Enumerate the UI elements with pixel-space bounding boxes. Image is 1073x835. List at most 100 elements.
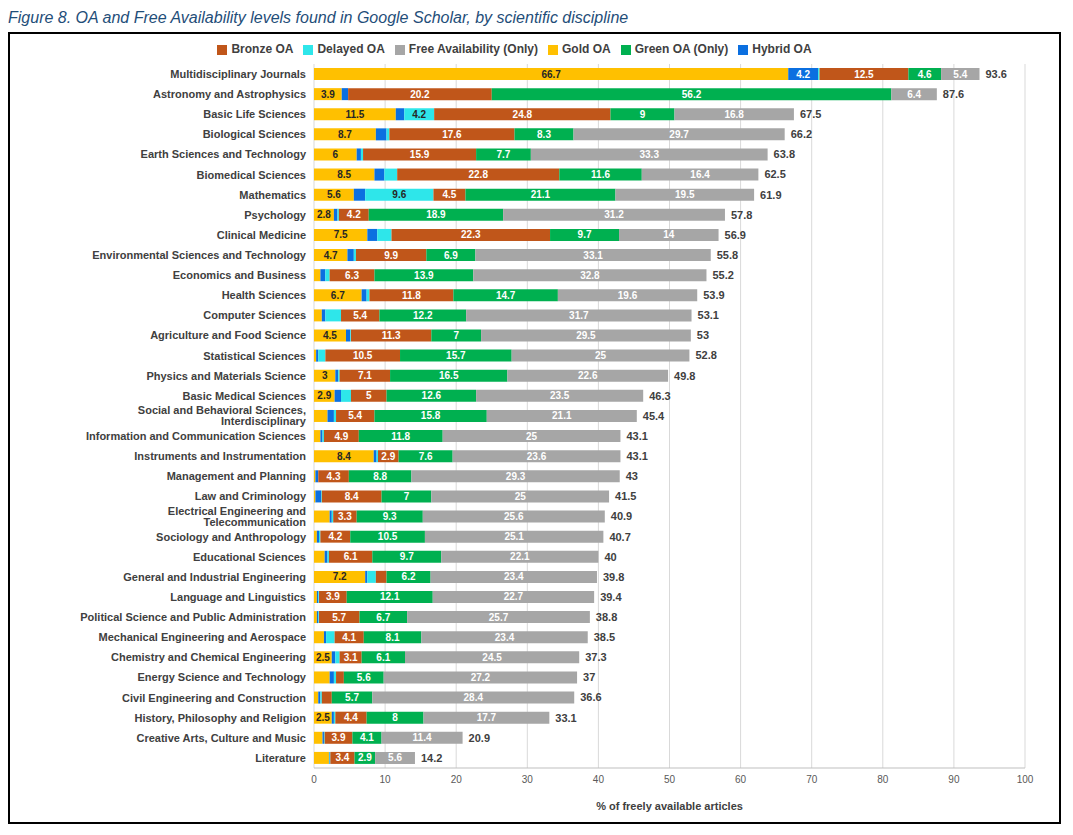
svg-text:100: 100: [1017, 774, 1034, 785]
svg-text:Information and Communication: Information and Communication Sciences: [86, 430, 306, 442]
svg-text:Computer Sciences: Computer Sciences: [203, 309, 306, 321]
svg-text:43.1: 43.1: [626, 450, 647, 462]
svg-text:4.5: 4.5: [323, 330, 337, 341]
svg-text:% of freely available articles: % of freely available articles: [596, 800, 743, 812]
svg-text:52.8: 52.8: [695, 349, 716, 361]
svg-text:Social and Behavioral Sciences: Social and Behavioral Sciences,Interdisc…: [138, 404, 307, 427]
svg-text:General and Industrial Enginee: General and Industrial Engineering: [123, 571, 306, 583]
svg-text:4.2: 4.2: [796, 69, 810, 80]
svg-text:5.4: 5.4: [953, 69, 967, 80]
svg-text:37.3: 37.3: [585, 651, 606, 663]
svg-text:8.5: 8.5: [337, 169, 351, 180]
svg-text:23.5: 23.5: [550, 390, 570, 401]
svg-text:4.6: 4.6: [918, 69, 932, 80]
svg-text:6.4: 6.4: [907, 89, 921, 100]
svg-text:7.1: 7.1: [358, 370, 372, 381]
svg-text:53: 53: [697, 329, 709, 341]
svg-text:49.8: 49.8: [674, 370, 695, 382]
svg-text:40: 40: [593, 774, 605, 785]
svg-text:40.9: 40.9: [611, 510, 632, 522]
svg-text:Literature: Literature: [255, 752, 306, 764]
svg-text:11.4: 11.4: [413, 732, 432, 743]
svg-text:9.6: 9.6: [392, 189, 406, 200]
svg-text:5.7: 5.7: [345, 692, 359, 703]
svg-text:21.1: 21.1: [552, 410, 572, 421]
svg-text:6.3: 6.3: [345, 270, 359, 281]
svg-text:16.8: 16.8: [724, 109, 744, 120]
svg-text:3: 3: [322, 370, 328, 381]
svg-text:25: 25: [595, 350, 607, 361]
svg-text:56.2: 56.2: [682, 89, 702, 100]
svg-text:Clinical Medicine: Clinical Medicine: [217, 229, 306, 241]
svg-text:9.7: 9.7: [578, 229, 592, 240]
svg-text:4.7: 4.7: [324, 250, 338, 261]
svg-text:17.6: 17.6: [442, 129, 462, 140]
svg-text:39.4: 39.4: [600, 591, 622, 603]
svg-text:8.3: 8.3: [537, 129, 551, 140]
svg-text:5.4: 5.4: [353, 310, 367, 321]
svg-text:55.8: 55.8: [717, 249, 738, 261]
svg-text:Chemistry and Chemical Enginee: Chemistry and Chemical Engineering: [111, 651, 306, 663]
svg-text:6.9: 6.9: [444, 250, 458, 261]
svg-text:8.4: 8.4: [337, 451, 351, 462]
svg-text:9: 9: [640, 109, 646, 120]
svg-text:4.2: 4.2: [347, 209, 361, 220]
svg-text:9.9: 9.9: [384, 250, 398, 261]
svg-text:63.8: 63.8: [774, 148, 795, 160]
svg-text:5.4: 5.4: [348, 410, 362, 421]
svg-text:70: 70: [806, 774, 818, 785]
svg-text:25.6: 25.6: [504, 511, 524, 522]
svg-text:10: 10: [380, 774, 392, 785]
svg-text:2.5: 2.5: [316, 712, 330, 723]
svg-text:14.7: 14.7: [496, 290, 516, 301]
svg-text:36.6: 36.6: [580, 691, 601, 703]
svg-text:0: 0: [311, 774, 317, 785]
svg-text:45.4: 45.4: [643, 410, 665, 422]
svg-text:4.9: 4.9: [334, 431, 348, 442]
svg-text:Basic Life Sciences: Basic Life Sciences: [203, 108, 306, 120]
svg-text:Psychology: Psychology: [244, 209, 307, 221]
svg-text:16.5: 16.5: [439, 370, 459, 381]
svg-text:25.1: 25.1: [504, 531, 524, 542]
svg-text:23.4: 23.4: [504, 571, 524, 582]
svg-text:21.1: 21.1: [531, 189, 551, 200]
svg-text:25.7: 25.7: [489, 612, 509, 623]
svg-text:22.6: 22.6: [578, 370, 598, 381]
svg-text:3.9: 3.9: [332, 732, 346, 743]
svg-text:Astronomy and Astrophysics: Astronomy and Astrophysics: [153, 88, 306, 100]
svg-text:Agriculture and Food Science: Agriculture and Food Science: [150, 329, 306, 341]
svg-text:33.1: 33.1: [583, 250, 603, 261]
svg-text:29.5: 29.5: [576, 330, 596, 341]
svg-text:57.8: 57.8: [731, 209, 752, 221]
svg-text:20: 20: [451, 774, 463, 785]
svg-text:4.2: 4.2: [328, 531, 342, 542]
svg-text:2.9: 2.9: [358, 752, 372, 763]
svg-text:33.1: 33.1: [555, 712, 576, 724]
svg-text:39.8: 39.8: [603, 571, 624, 583]
svg-text:31.2: 31.2: [604, 209, 624, 220]
svg-text:22.8: 22.8: [469, 169, 489, 180]
svg-text:80: 80: [877, 774, 889, 785]
svg-text:Health Sciences: Health Sciences: [222, 289, 306, 301]
svg-text:24.5: 24.5: [482, 652, 502, 663]
svg-text:7: 7: [404, 491, 410, 502]
svg-text:30: 30: [522, 774, 534, 785]
svg-text:5.6: 5.6: [388, 752, 402, 763]
svg-text:Creative Arts, Culture and Mus: Creative Arts, Culture and Music: [136, 732, 306, 744]
svg-text:Mechanical Engineering and Aer: Mechanical Engineering and Aerospace: [99, 631, 306, 643]
svg-text:38.8: 38.8: [596, 611, 617, 623]
svg-text:Biological Sciences: Biological Sciences: [203, 128, 306, 140]
svg-text:32.8: 32.8: [580, 270, 600, 281]
svg-text:38.5: 38.5: [594, 631, 615, 643]
svg-text:22.3: 22.3: [461, 229, 481, 240]
svg-text:4.1: 4.1: [360, 732, 374, 743]
svg-text:11.5: 11.5: [345, 109, 364, 120]
svg-text:Educational Sciences: Educational Sciences: [193, 551, 306, 563]
svg-text:53.1: 53.1: [698, 309, 719, 321]
svg-text:4.1: 4.1: [342, 632, 356, 643]
svg-text:14.2: 14.2: [421, 752, 442, 764]
svg-text:25: 25: [515, 491, 527, 502]
svg-text:90: 90: [948, 774, 960, 785]
svg-text:62.5: 62.5: [764, 168, 785, 180]
svg-text:Instruments and Instrumentatio: Instruments and Instrumentation: [134, 450, 306, 462]
